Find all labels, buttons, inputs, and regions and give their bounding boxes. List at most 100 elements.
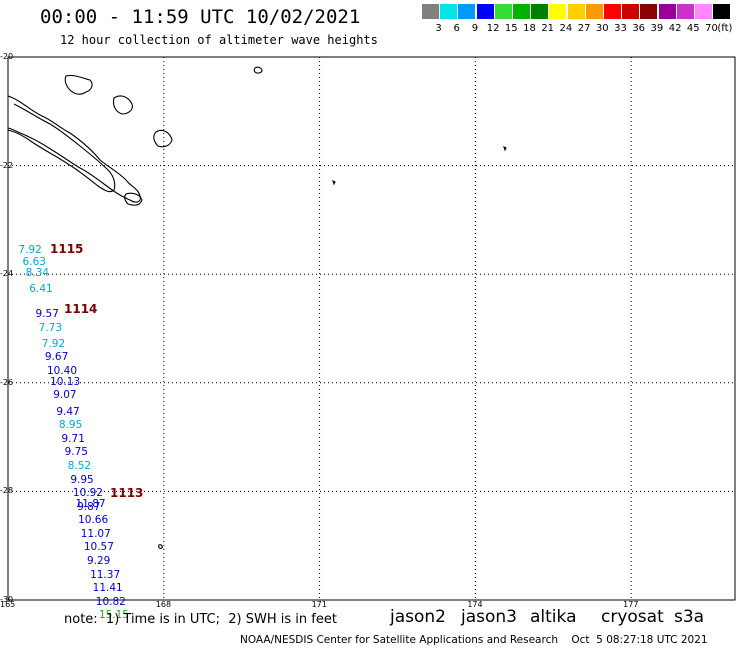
legend-swatch [713, 4, 731, 19]
legend-swatch [604, 4, 621, 19]
legend-swatch [585, 4, 603, 19]
legend-swatch [531, 4, 549, 19]
map-border [7, 56, 736, 601]
legend-unit: (ft) [717, 23, 733, 34]
legend-swatch [440, 4, 458, 19]
satellite-s3a-label: s3a [674, 607, 705, 627]
swh-observation: 7.92 [41, 337, 66, 350]
footnote: note: 1) Time is in UTC; 2) SWH is in fe… [64, 612, 337, 627]
longitude-label: 168 [155, 600, 172, 609]
swh-observation: 10.82 [95, 595, 126, 608]
swh-observation: 10.92 [72, 487, 103, 500]
swh-observation: 10.66 [78, 514, 109, 527]
matthew-island [332, 179, 336, 186]
satellite-jason3-label: jason3 [461, 607, 517, 627]
legend-label: 33 [614, 23, 627, 34]
new-caledonia-coastline [7, 95, 141, 203]
loyalty-island-ouvea [64, 74, 93, 95]
legend-swatch [658, 4, 676, 19]
swh-observation: 11.37 [90, 568, 121, 581]
longitude-label: 165 [0, 600, 16, 609]
map-gridlines [8, 57, 735, 600]
longitude-label: 174 [467, 600, 483, 609]
isle-of-pines [124, 192, 143, 206]
legend-swatch [676, 4, 694, 19]
swh-observation: 9.57 [35, 307, 59, 320]
coastlines [7, 66, 507, 549]
loyalty-island-mare [153, 129, 173, 148]
pass-label: 1115 [50, 242, 84, 256]
legend-label: 36 [632, 23, 646, 34]
swh-observation: 11.41 [92, 582, 123, 595]
legend-label: 70 [705, 23, 718, 34]
legend-swatch [422, 4, 439, 19]
latitude-label: -24 [0, 269, 14, 279]
swh-observation: 10.57 [83, 541, 114, 554]
legend-label: 3 [435, 23, 442, 34]
swh-observation: 6.63 [22, 256, 46, 269]
swh-observation: 9.71 [61, 432, 85, 445]
legend-label: 6 [453, 23, 460, 34]
latitude-label: -28 [0, 486, 14, 496]
longitude-label: 177 [623, 600, 639, 609]
swh-observation: 9.47 [56, 405, 80, 418]
map-subtitle: 12 hour collection of altimeter wave hei… [60, 33, 378, 47]
swh-observation: 9.67 [44, 351, 69, 364]
legend-label: 12 [486, 23, 500, 34]
walpole-island [253, 66, 263, 74]
swh-observation: 8.95 [58, 419, 83, 432]
swh-observation: 8.52 [67, 459, 92, 472]
latitude-label: -30 [0, 595, 14, 604]
legend-label: 42 [668, 23, 682, 34]
swh-observation: 15.15 [98, 609, 129, 622]
hunter-island [503, 145, 507, 152]
legend-label: 15 [504, 23, 518, 34]
legend-swatch [567, 4, 585, 19]
map-frame [7, 56, 736, 601]
legend-label: 27 [577, 23, 591, 34]
swh-observation: 9.87 [77, 500, 101, 513]
swh-observation: 7.92 [18, 244, 42, 257]
swh-observation: 10.13 [50, 375, 81, 388]
latitude-label: -20 [0, 52, 14, 61]
legend-label: 24 [559, 23, 573, 34]
swh-observation: 9.29 [86, 554, 111, 567]
legend-label: 30 [595, 23, 609, 34]
loyalty-island-lifou [112, 95, 133, 115]
swh-observation: 6.41 [29, 283, 53, 296]
swh-observation: 9.07 [53, 389, 77, 402]
pass-label: 1114 [64, 302, 98, 316]
legend-swatch [458, 4, 476, 19]
satellite-jason2-label: jason2 [390, 607, 446, 627]
map-title: 00:00 - 11:59 UTC 10/02/2021 [40, 6, 361, 28]
legend-label: 39 [650, 23, 664, 34]
swh-observation: 11.07 [80, 527, 111, 540]
legend-swatch [513, 4, 530, 19]
credit-line: NOAA/NESDIS Center for Satellite Applica… [240, 634, 708, 646]
latitude-label: -26 [0, 377, 14, 387]
swh-observation: 7.73 [38, 321, 63, 334]
swh-observation: 9.75 [64, 446, 88, 459]
legend-label: 21 [541, 23, 555, 34]
legend-swatch [695, 4, 712, 19]
norfolk-island [158, 544, 163, 549]
legend-label: 18 [523, 23, 536, 34]
latitude-label: -22 [0, 160, 14, 170]
swh-observation: 11.87 [75, 497, 106, 510]
legend-swatch [549, 4, 567, 19]
legend-swatch [476, 4, 494, 19]
satellite-cryosat-label: cryosat [601, 607, 664, 627]
legend-label: 45 [686, 23, 700, 34]
legend-swatch [494, 4, 512, 19]
longitude-label: 171 [311, 600, 327, 609]
pass-label: 1113 [110, 486, 144, 500]
legend-swatch [640, 4, 658, 19]
swh-observation: 10.40 [46, 364, 78, 377]
swh-observation: 8.34 [25, 267, 50, 280]
legend-label: 9 [471, 23, 479, 34]
new-caledonia-coastline-inner [7, 103, 116, 193]
satellite-altika-label: altika [530, 607, 577, 627]
legend-swatch [622, 4, 640, 19]
swh-observation: 9.95 [70, 473, 94, 486]
